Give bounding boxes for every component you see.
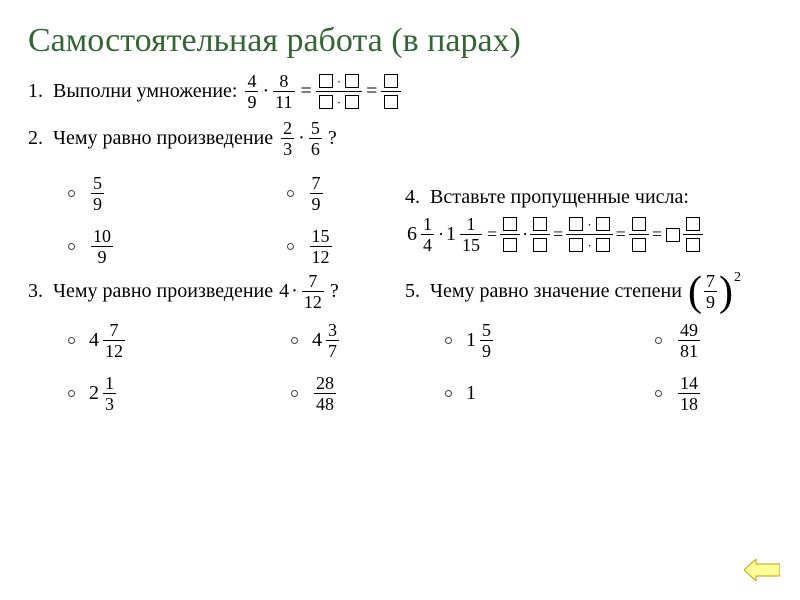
q2-opt-d[interactable]: 1512 [287,227,396,266]
q3-qmark: ? [326,280,343,303]
q5-opt-b[interactable]: 4981 [655,321,772,360]
question-4: 4. Вставьте пропущенные числа: 6 14 · 1 … [405,186,772,254]
q3-opt-a[interactable]: 4 712 [68,321,181,360]
q4-mixed-b: 1 115 [446,215,484,254]
q2-label: Чему равно произведение [53,127,273,150]
q3-opt-c[interactable]: 2 13 [68,374,181,413]
q1-frac-b: 811 [273,72,294,111]
q5-power: ( 79 ) 2 [688,272,740,311]
q4-t3: · · [566,215,612,254]
q5-label: Чему равно значение степени [430,280,682,303]
question-2: 2. Чему равно произведение 23 · 56 ? [28,119,772,158]
q5-options: 1 59 4981 1 1418 [445,321,772,413]
slide: Самостоятельная работа (в парах) 1. Выпо… [0,0,800,600]
q3-opt-d[interactable]: 2848 [291,374,395,413]
q5-opt-d[interactable]: 1418 [655,374,772,413]
q5-number: 5. [405,280,420,303]
q2-opt-b[interactable]: 79 [287,174,396,213]
radio-icon [68,337,75,344]
q1-template-2 [381,72,401,111]
q4-t2 [530,215,550,254]
q2-frac-a: 23 [281,119,294,158]
q3-frac: 712 [302,272,324,311]
q1-label: Выполни умножение: [53,80,237,103]
q2-opt-a[interactable]: 59 [68,174,177,213]
q2-number: 2. [28,127,43,150]
q2-qmark: ? [324,127,341,150]
q4-mixed-a: 6 14 [407,215,436,254]
radio-icon [68,390,75,397]
q3-number: 3. [28,280,43,303]
radio-icon [655,390,662,397]
radio-icon [655,337,662,344]
radio-icon [287,243,294,250]
q4-label: Вставьте пропущенные числа: [430,186,689,209]
radio-icon [291,390,298,397]
radio-icon [68,243,75,250]
q3-label: Чему равно произведение [53,280,273,303]
question-5: 5. Чему равно значение степени ( 79 ) 2 [405,272,772,311]
back-arrow-icon[interactable] [744,559,780,586]
radio-icon [291,337,298,344]
radio-icon [445,337,452,344]
q5-opt-a[interactable]: 1 59 [445,321,565,360]
q1-template-1: · · [316,72,362,111]
q1-frac-a: 49 [245,72,258,111]
q4-t1 [500,215,520,254]
radio-icon [445,390,452,397]
page-title: Самостоятельная работа (в парах) [28,22,772,60]
q2-options: 59 79 109 1512 [68,174,395,266]
question-1: 1. Выполни умножение: 49 · 811 = · · = [28,72,772,111]
q4-t5 [665,215,703,254]
q4-number: 4. [405,186,420,209]
q5-opt-c[interactable]: 1 [445,374,565,413]
q3-options: 4 712 4 37 2 13 [68,321,395,413]
q1-number: 1. [28,80,43,103]
q4-t4 [629,215,649,254]
radio-icon [287,190,294,197]
q3-opt-b[interactable]: 4 37 [291,321,395,360]
radio-icon [68,190,75,197]
q2-frac-b: 56 [309,119,322,158]
q2-opt-c[interactable]: 109 [68,227,177,266]
question-3: 3. Чему равно произведение 4 · 712 ? [28,272,395,311]
